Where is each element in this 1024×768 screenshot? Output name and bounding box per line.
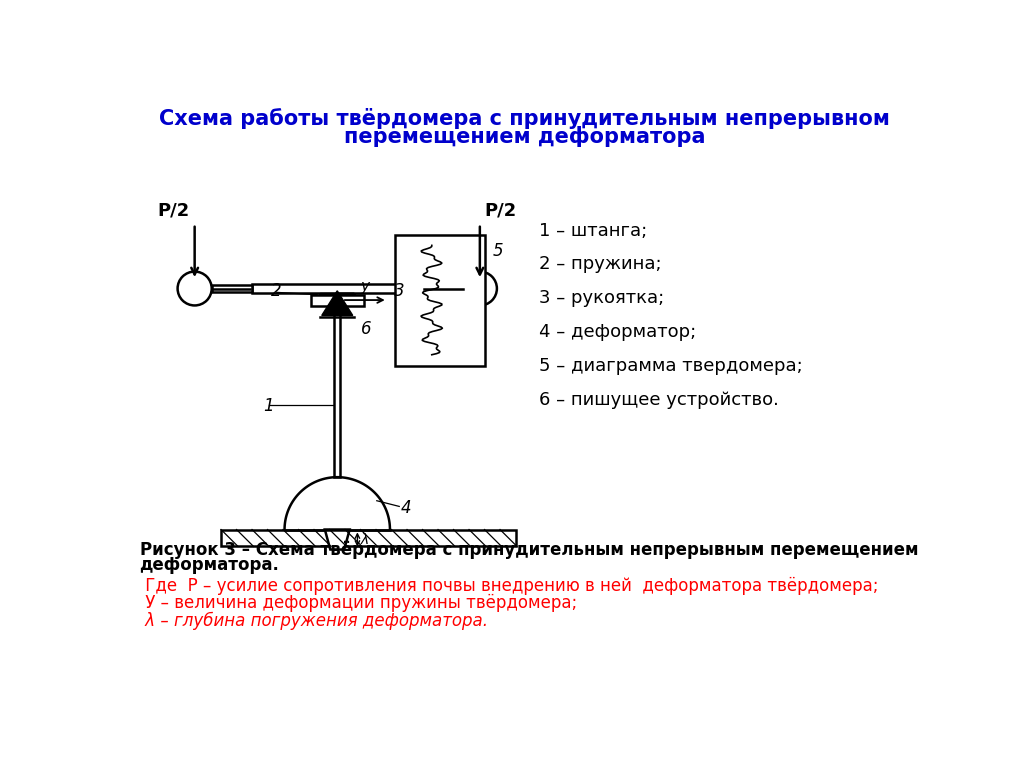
Bar [423,285,464,293]
Text: Где  Р – усилие сопротивления почвы внедрению в ней  деформатора твёрдомера;: Где Р – усилие сопротивления почвы внедр… [139,578,879,595]
Polygon shape [325,529,349,550]
Text: Р/2: Р/2 [158,202,190,220]
Circle shape [177,272,212,306]
Text: 3: 3 [394,282,404,300]
Text: 4: 4 [400,499,412,517]
Text: 2 – пружина;: 2 – пружина; [539,256,662,273]
Bar [212,285,252,293]
Text: у: у [359,279,369,294]
Text: λ: λ [360,532,369,547]
Bar [334,306,340,477]
Text: 5 – диаграмма твердомера;: 5 – диаграмма твердомера; [539,357,803,375]
Bar [311,296,364,306]
Text: Схема работы твёрдомера с принудительным непрерывном: Схема работы твёрдомера с принудительным… [160,108,890,128]
Bar [395,234,484,366]
Text: 6: 6 [360,320,371,339]
Text: перемещением деформатора: перемещением деформатора [344,126,706,147]
Text: деформатора.: деформатора. [139,557,280,574]
Text: 6 – пишущее устройство.: 6 – пишущее устройство. [539,391,778,409]
Text: 3 – рукоятка;: 3 – рукоятка; [539,290,664,307]
Text: У – величина деформации пружины твёрдомера;: У – величина деформации пружины твёрдоме… [139,594,577,612]
Bar [252,284,423,293]
Text: Рисунок 3 – Схема твёрдомера с принудительным непрерывным перемещением: Рисунок 3 – Схема твёрдомера с принудите… [139,541,919,559]
Text: 1: 1 [263,397,274,415]
Circle shape [463,272,497,306]
Text: 2: 2 [271,282,282,300]
Text: 1 – штанга;: 1 – штанга; [539,221,647,240]
Text: 4 – деформатор;: 4 – деформатор; [539,323,696,341]
Text: Р/2: Р/2 [484,202,517,220]
Polygon shape [322,291,352,316]
Text: λ – глубина погружения деформатора.: λ – глубина погружения деформатора. [139,612,487,631]
Bar [221,529,515,547]
Text: 5: 5 [493,243,503,260]
